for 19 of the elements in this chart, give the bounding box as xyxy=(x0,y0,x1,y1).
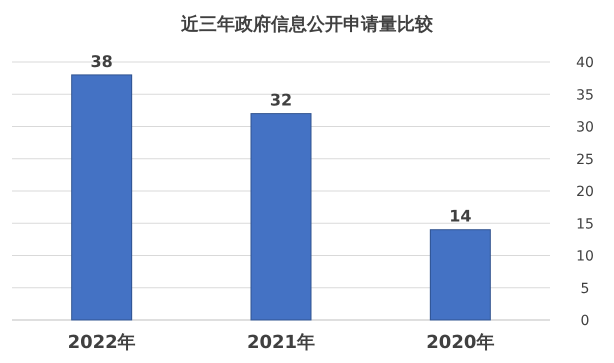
x-tick-label: 2021年 xyxy=(246,332,316,353)
bar xyxy=(71,74,132,320)
y-tick-label: 10 xyxy=(576,248,594,264)
chart-title: 近三年政府信息公开申请量比较 xyxy=(180,14,434,35)
y-tick-label: 20 xyxy=(576,184,594,200)
y-tick-label: 25 xyxy=(576,152,594,168)
x-tick-label: 2022年 xyxy=(68,332,136,353)
y-tick-label: 30 xyxy=(576,120,594,136)
data-label: 32 xyxy=(270,90,292,110)
y-tick-label: 5 xyxy=(580,280,590,297)
y-tick-label: 15 xyxy=(576,216,594,232)
y-tick-label: 40 xyxy=(576,55,594,71)
data-label: 38 xyxy=(90,52,113,71)
bar xyxy=(430,229,491,320)
y-tick-label: 0 xyxy=(580,313,590,329)
bar xyxy=(250,113,312,320)
x-tick-label: 2020年 xyxy=(426,332,494,353)
data-label: 14 xyxy=(449,206,472,226)
y-tick-label: 35 xyxy=(576,87,594,104)
